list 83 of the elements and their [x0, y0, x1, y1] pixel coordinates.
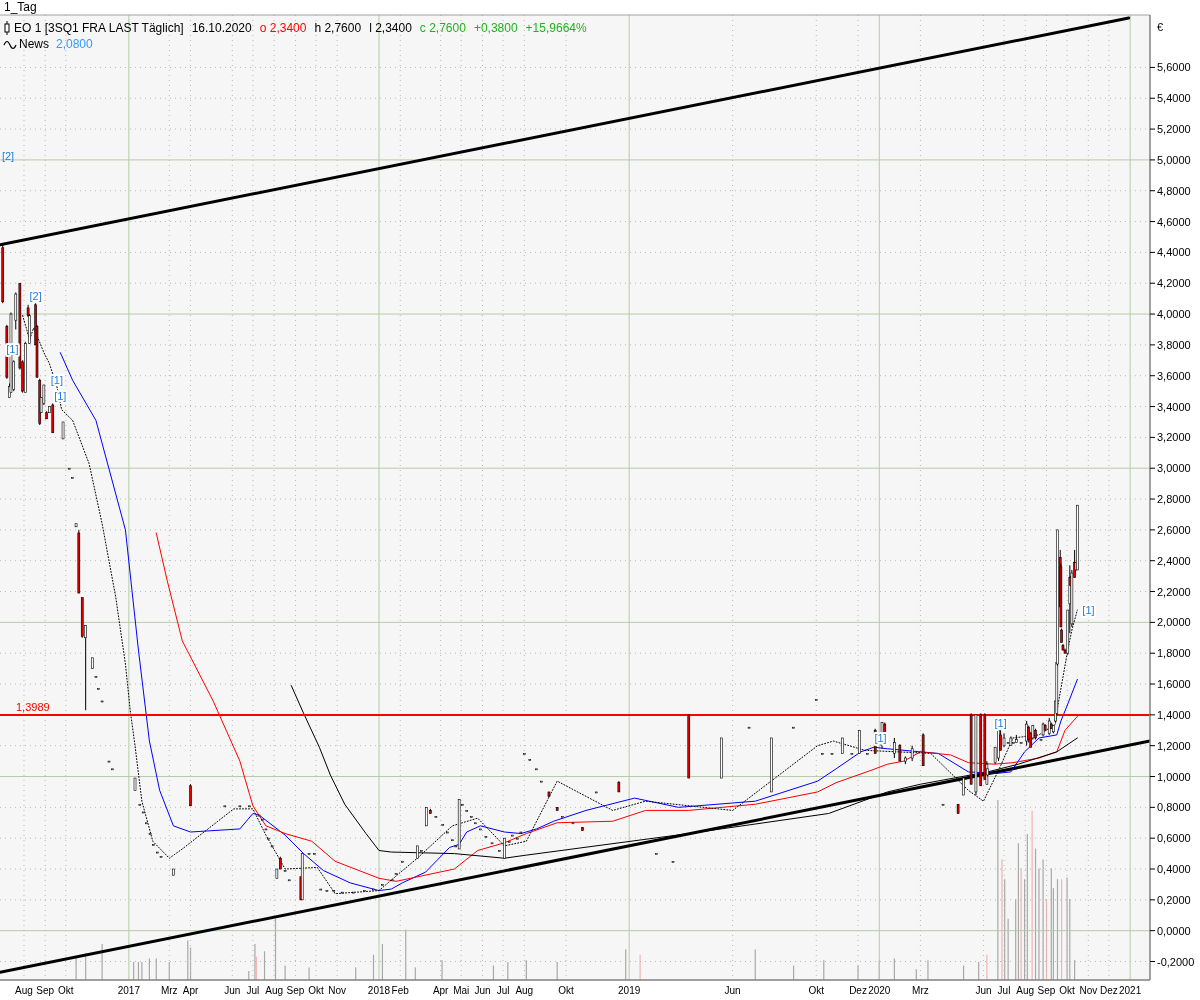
y-tick-label: 3,8000 [1157, 338, 1191, 351]
annotation: [2] [29, 290, 42, 303]
x-tick-label: Okt [558, 985, 575, 996]
y-tick-label: 0,0000 [1157, 924, 1191, 937]
annotation: EO 1 [3SQ1 FRA LAST Täglich] [14, 21, 184, 35]
y-tick-label: 0,8000 [1157, 801, 1191, 814]
x-tick-label: Aug [1016, 985, 1035, 996]
x-tick-label: Jul [496, 985, 510, 996]
x-tick-label: Mai [453, 985, 470, 996]
y-tick-label: 2,4000 [1157, 554, 1191, 567]
x-tick-label: Jul [246, 985, 260, 996]
y-axis-title: € [1157, 21, 1164, 33]
annotation: [1] [1082, 604, 1095, 617]
y-tick-label: 4,8000 [1157, 184, 1191, 197]
x-tick-label: Mrz [160, 985, 178, 996]
x-tick-label: Jun [474, 985, 491, 996]
y-tick-label: 2,2000 [1157, 585, 1191, 598]
x-tick-label: Jun [975, 985, 992, 996]
y-tick-label: 4,0000 [1157, 308, 1191, 321]
annotation: l 2,3400 [369, 21, 413, 35]
y-tick-label: 3,0000 [1157, 462, 1191, 475]
y-tick-label: 0,2000 [1157, 893, 1191, 906]
x-tick-label: Aug [515, 985, 534, 996]
x-tick-label: Mrz [912, 985, 929, 996]
x-tick-label: 2020 [868, 985, 891, 996]
x-tick-label: Nov [1079, 985, 1098, 996]
x-tick-label: 2018 [367, 985, 391, 996]
ref-line-label: 1,3989 [16, 701, 50, 714]
y-tick-label: 0,6000 [1157, 832, 1191, 845]
y-tick-label: 4,6000 [1157, 215, 1191, 228]
annotation: +15,9664% [525, 21, 587, 35]
x-tick-label: Apr [182, 985, 199, 996]
y-tick-label: 5,4000 [1157, 92, 1191, 105]
y-tick-label: 2,8000 [1157, 493, 1191, 506]
annotation: [1] [994, 717, 1007, 730]
x-tick-label: Nov [328, 985, 347, 996]
x-tick-label: Aug [265, 985, 284, 996]
annotation: [1] [50, 373, 63, 386]
x-tick-label: 2021 [1119, 985, 1142, 996]
x-tick-label: Okt [1059, 985, 1076, 996]
annotation: h 2,7600 [314, 21, 362, 35]
x-tick-label: Feb [391, 985, 410, 996]
y-tick-label: 3,4000 [1157, 400, 1191, 413]
y-tick-label: -0,2000 [1157, 955, 1195, 968]
x-tick-label: Apr [432, 985, 450, 996]
y-tick-label: 3,6000 [1157, 369, 1191, 382]
y-tick-label: 1,0000 [1157, 770, 1191, 783]
annotation: +0,3800 [473, 21, 518, 35]
y-tick-label: 4,2000 [1157, 277, 1191, 290]
y-tick-label: 4,4000 [1157, 246, 1191, 259]
x-tick-label: Jun [224, 985, 241, 996]
x-tick-label: 2017 [117, 985, 141, 996]
annotation: [2] [1, 150, 15, 162]
y-tick-label: 1,2000 [1157, 739, 1191, 752]
x-tick-label: Jun [724, 985, 741, 996]
y-tick-label: 1,4000 [1157, 708, 1191, 721]
y-tick-label: 5,2000 [1157, 123, 1191, 136]
legend-label: News [19, 37, 50, 51]
x-tick-label: Okt [808, 985, 825, 996]
annotation: c 2,7600 [419, 21, 467, 35]
x-tick-label: Sep [286, 985, 305, 996]
x-tick-label: Dez [1099, 985, 1118, 996]
x-tick-label: Okt [58, 985, 74, 996]
x-tick-label: Okt [308, 985, 324, 996]
x-tick-label: 2019 [618, 985, 641, 996]
x-tick-label: Aug [15, 985, 33, 996]
annotation: [1] [54, 390, 67, 403]
chart-title: 1_Tag [4, 0, 37, 14]
annotation: 2,0800 [56, 37, 94, 51]
x-tick-label: Jul [997, 985, 1011, 996]
x-tick-label: Dez [849, 985, 867, 996]
x-tick-label: Sep [36, 985, 55, 996]
x-tick-label: Sep [1037, 985, 1056, 996]
y-tick-label: 5,0000 [1157, 153, 1191, 166]
y-tick-label: 1,8000 [1157, 647, 1191, 660]
y-tick-label: 3,2000 [1157, 431, 1191, 444]
annotation: 16.10.2020 [191, 21, 253, 35]
annotation: o 2,3400 [259, 21, 307, 35]
y-tick-label: 0,4000 [1157, 863, 1191, 876]
y-tick-label: 2,0000 [1157, 616, 1191, 629]
y-tick-label: 5,6000 [1157, 61, 1191, 74]
y-tick-label: 1,6000 [1157, 678, 1191, 691]
y-tick-label: 2,6000 [1157, 523, 1191, 536]
